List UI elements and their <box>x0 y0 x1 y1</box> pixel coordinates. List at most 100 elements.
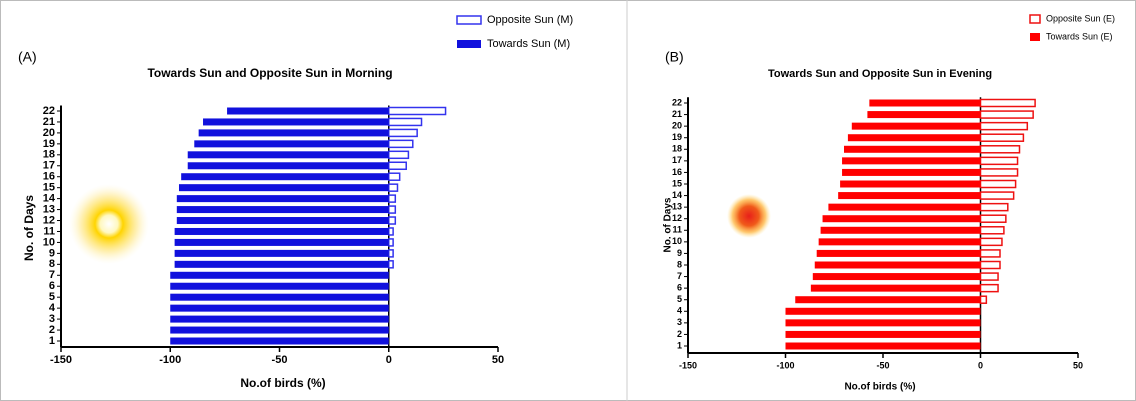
bar <box>844 145 981 153</box>
bar <box>979 295 988 304</box>
y-tick-label: 21 <box>672 109 682 119</box>
x-tick-label: -150 <box>50 354 72 366</box>
y-axis-label: No. of Days <box>22 195 36 261</box>
bar <box>851 122 981 130</box>
bar <box>388 205 397 214</box>
bar <box>979 214 1007 223</box>
y-tick-label: 7 <box>49 269 55 281</box>
y-tick-label: 20 <box>672 121 682 131</box>
bar <box>174 238 389 246</box>
bar <box>203 118 389 126</box>
x-tick-label: 0 <box>386 354 392 366</box>
bar <box>979 202 1009 212</box>
bar <box>181 173 389 181</box>
x-axis-label: No.of birds (%) <box>844 382 915 393</box>
bar <box>187 162 389 170</box>
y-tick-label: 17 <box>672 155 682 165</box>
bar <box>979 179 1017 189</box>
bar <box>178 184 389 192</box>
bar <box>795 296 981 304</box>
legend-label: Opposite Sun (E) <box>1046 13 1115 23</box>
bar <box>785 330 981 338</box>
legend-swatch <box>457 40 481 48</box>
y-tick-label: 12 <box>43 214 55 226</box>
x-tick-label: -100 <box>776 360 794 370</box>
bar <box>174 260 389 268</box>
bar <box>814 261 981 269</box>
bar <box>869 99 981 107</box>
bar <box>388 161 407 171</box>
bar <box>388 183 399 192</box>
sun-icon <box>69 184 149 264</box>
y-tick-label: 18 <box>672 144 682 154</box>
x-tick-label: -100 <box>159 354 181 366</box>
bar <box>979 98 1036 108</box>
bar <box>979 156 1019 166</box>
y-tick-label: 10 <box>672 236 682 246</box>
y-tick-label: 13 <box>43 203 55 215</box>
y-tick-label: 2 <box>49 324 55 336</box>
bar <box>388 194 397 203</box>
y-tick-label: 22 <box>43 105 55 117</box>
y-tick-label: 21 <box>43 116 55 128</box>
bar <box>170 337 389 345</box>
bar <box>840 180 981 188</box>
y-tick-label: 6 <box>677 283 682 293</box>
bar <box>842 157 981 165</box>
bar <box>979 283 999 293</box>
bar <box>176 206 389 214</box>
bar <box>388 139 414 149</box>
sun-icon <box>727 194 771 238</box>
bar <box>847 134 981 142</box>
bar <box>388 106 447 116</box>
y-tick-label: 8 <box>49 258 55 270</box>
chart-title: Towards Sun and Opposite Sun in Evening <box>768 68 992 80</box>
y-tick-label: 5 <box>677 294 682 304</box>
y-tick-label: 12 <box>672 213 682 223</box>
x-tick-label: -150 <box>679 360 697 370</box>
bar <box>979 237 1003 247</box>
y-tick-label: 20 <box>43 127 55 139</box>
y-tick-label: 3 <box>49 313 55 325</box>
bar <box>170 271 389 279</box>
x-axis-label: No.of birds (%) <box>240 376 325 390</box>
bar <box>388 117 423 127</box>
y-tick-label: 13 <box>672 202 682 212</box>
y-tick-label: 3 <box>677 317 682 327</box>
bar <box>979 226 1005 235</box>
y-tick-label: 19 <box>43 138 55 150</box>
bar <box>388 227 394 236</box>
bar <box>388 260 394 269</box>
y-tick-label: 4 <box>49 302 56 314</box>
bar <box>187 151 389 159</box>
bar <box>174 249 389 257</box>
bar <box>170 293 389 301</box>
bar <box>979 260 1001 270</box>
x-tick-label: 50 <box>492 354 504 366</box>
y-tick-label: 4 <box>677 306 682 316</box>
y-tick-label: 11 <box>672 225 682 235</box>
y-tick-label: 5 <box>49 291 55 303</box>
y-tick-label: 9 <box>49 247 55 259</box>
bar <box>838 192 981 200</box>
bar <box>785 319 981 327</box>
bar <box>170 304 389 312</box>
bar <box>979 121 1029 131</box>
y-tick-label: 22 <box>672 97 682 107</box>
y-tick-label: 1 <box>49 335 55 347</box>
bar <box>388 128 418 138</box>
bar <box>194 140 389 148</box>
y-tick-label: 16 <box>672 167 682 177</box>
y-tick-label: 15 <box>672 178 682 188</box>
bar <box>810 284 981 292</box>
y-tick-label: 16 <box>43 171 55 183</box>
bar <box>979 110 1034 119</box>
bar <box>816 249 981 257</box>
bar <box>979 249 1001 258</box>
bar <box>170 326 389 334</box>
bar <box>388 172 401 181</box>
legend-label: Towards Sun (E) <box>1046 31 1113 41</box>
panel-label: (A) <box>18 49 37 65</box>
y-tick-label: 18 <box>43 149 55 161</box>
